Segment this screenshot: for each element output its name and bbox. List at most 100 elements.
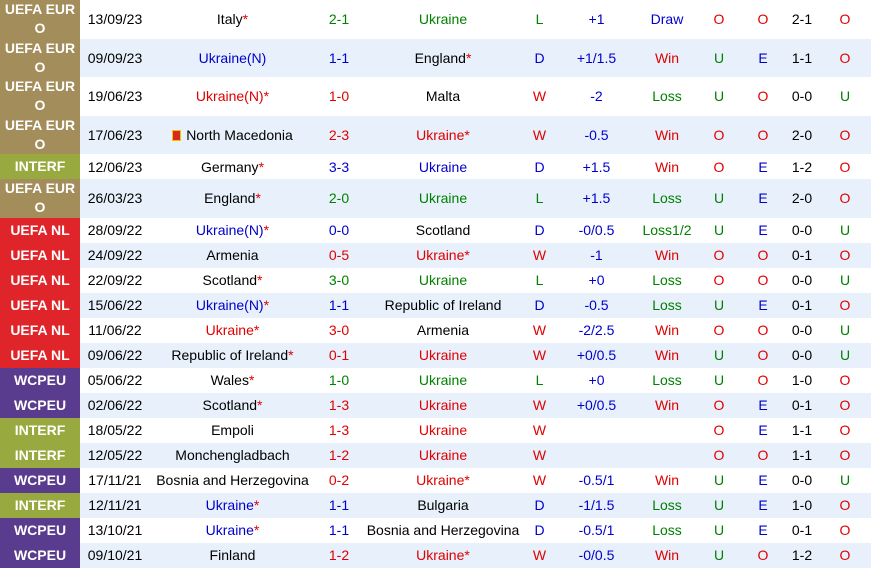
competition: UEFA NL bbox=[0, 317, 80, 343]
competition: WCPEU bbox=[0, 467, 80, 493]
home-team: Ukraine(N)* bbox=[150, 292, 315, 318]
odd-even-text: E bbox=[758, 158, 768, 175]
score-text: 2-1 bbox=[328, 11, 350, 28]
away-team: Bulgaria bbox=[363, 492, 523, 518]
handicap-text: +0 bbox=[588, 272, 605, 288]
match-row: UEFA EURO 13/09/23 Italy* 2-1 Ukraine L +1 Draw… bbox=[0, 0, 871, 39]
over-under-text: U bbox=[713, 190, 725, 207]
odd-even: O bbox=[741, 115, 785, 154]
half-over-under: U bbox=[819, 218, 871, 243]
half-over-under: O bbox=[819, 179, 871, 218]
away-team: Ukraine* bbox=[363, 542, 523, 568]
result: D bbox=[523, 218, 556, 243]
odd-even: E bbox=[741, 292, 785, 318]
date-text: 22/09/22 bbox=[87, 272, 143, 288]
half-time-text: 2-0 bbox=[791, 126, 813, 143]
half-over-under: U bbox=[819, 77, 871, 116]
favorite-mark: * bbox=[464, 126, 470, 143]
odd-even-text: O bbox=[757, 347, 769, 363]
team-name: Scotland bbox=[202, 397, 258, 413]
handicap: -2 bbox=[556, 77, 637, 116]
handicap-result-text: Loss bbox=[652, 88, 682, 105]
date: 17/11/21 bbox=[80, 468, 150, 493]
half-time-text: 0-0 bbox=[791, 347, 813, 363]
over-under-text: U bbox=[713, 347, 725, 363]
handicap-text: +1/1.5 bbox=[576, 49, 617, 66]
half-time-text: 0-0 bbox=[791, 88, 813, 105]
favorite-mark: * bbox=[263, 88, 270, 105]
score: 1-1 bbox=[315, 492, 363, 518]
odd-even-text: O bbox=[757, 372, 769, 388]
odd-even-text: E bbox=[758, 49, 768, 66]
odd-even: E bbox=[741, 218, 785, 243]
score-text: 1-1 bbox=[328, 297, 350, 313]
half-time-text: 0-0 bbox=[791, 322, 813, 338]
home-team: Ukraine* bbox=[150, 318, 315, 343]
match-row: WCPEU 02/06/22 Scotland* 1-3 Ukraine W +0/0.5 W… bbox=[0, 392, 871, 418]
half-time: 0-1 bbox=[785, 242, 819, 268]
away-team: Ukraine bbox=[363, 268, 523, 293]
odd-even: O bbox=[741, 318, 785, 343]
match-row: WCPEU 09/10/21 Finland 1-2 Ukraine* W -0/0.5 Wi… bbox=[0, 542, 871, 568]
favorite-mark: * bbox=[253, 522, 260, 538]
handicap-text: -2 bbox=[590, 88, 603, 105]
result: W bbox=[523, 468, 556, 493]
handicap-result bbox=[637, 442, 697, 468]
score-text: 1-3 bbox=[328, 397, 350, 413]
odd-even-text: E bbox=[758, 522, 768, 538]
date: 05/06/22 bbox=[80, 368, 150, 393]
home-team: Wales* bbox=[150, 368, 315, 393]
handicap-result-text: Win bbox=[654, 347, 680, 363]
date-text: 12/11/21 bbox=[88, 497, 142, 513]
result: D bbox=[523, 518, 556, 543]
handicap-result-text: Loss bbox=[652, 190, 682, 207]
team-name: Ukraine bbox=[416, 126, 465, 143]
team-name: Bosnia and Herzegovina bbox=[156, 472, 309, 488]
date-text: 09/10/21 bbox=[87, 547, 143, 563]
handicap-result: Win bbox=[637, 318, 697, 343]
handicap: -0.5 bbox=[556, 292, 637, 318]
odd-even-text: O bbox=[757, 88, 769, 105]
odd-even: O bbox=[741, 368, 785, 393]
handicap-text: -0.5/1 bbox=[578, 522, 615, 538]
date: 09/09/23 bbox=[80, 38, 150, 77]
half-over-under-text: O bbox=[839, 447, 851, 463]
date: 26/03/23 bbox=[80, 179, 150, 218]
odd-even: E bbox=[741, 468, 785, 493]
date-text: 28/09/22 bbox=[87, 222, 143, 238]
result-text: L bbox=[535, 11, 544, 28]
team-name: North Macedonia bbox=[186, 126, 293, 143]
away-team: Ukraine bbox=[363, 179, 523, 218]
over-under-text: U bbox=[713, 497, 725, 513]
score: 1-2 bbox=[315, 542, 363, 568]
date: 09/06/22 bbox=[80, 342, 150, 368]
favorite-mark: * bbox=[257, 397, 263, 413]
half-time-text: 0-1 bbox=[791, 397, 813, 413]
over-under: O bbox=[697, 318, 741, 343]
over-under-text: O bbox=[713, 422, 725, 438]
half-time: 2-0 bbox=[785, 115, 819, 154]
half-over-under: O bbox=[819, 368, 871, 393]
odd-even: E bbox=[741, 518, 785, 543]
team-name: Empoli bbox=[211, 422, 254, 438]
over-under-text: U bbox=[713, 88, 725, 105]
over-under-text: U bbox=[713, 547, 725, 563]
score-text: 3-0 bbox=[328, 322, 350, 338]
handicap: +1 bbox=[556, 0, 637, 39]
odd-even: E bbox=[741, 179, 785, 218]
handicap-result: Win bbox=[637, 468, 697, 493]
competition: INTERF bbox=[0, 154, 80, 179]
date-text: 17/11/21 bbox=[88, 472, 142, 488]
half-time: 0-1 bbox=[785, 392, 819, 418]
score-text: 0-0 bbox=[328, 222, 350, 238]
handicap-result: Win bbox=[637, 542, 697, 568]
handicap-result: Win bbox=[637, 115, 697, 154]
match-row: WCPEU 05/06/22 Wales* 1-0 Ukraine L +0 Loss U O 1-… bbox=[0, 367, 871, 393]
half-time: 1-1 bbox=[785, 442, 819, 468]
score: 1-0 bbox=[315, 77, 363, 116]
match-row: UEFA EURO 26/03/23 England* 2-0 Ukraine L +1.5… bbox=[0, 179, 871, 218]
result-text: W bbox=[532, 447, 547, 463]
competition: UEFA EURO bbox=[0, 115, 80, 154]
handicap-text: -2/2.5 bbox=[578, 322, 615, 338]
